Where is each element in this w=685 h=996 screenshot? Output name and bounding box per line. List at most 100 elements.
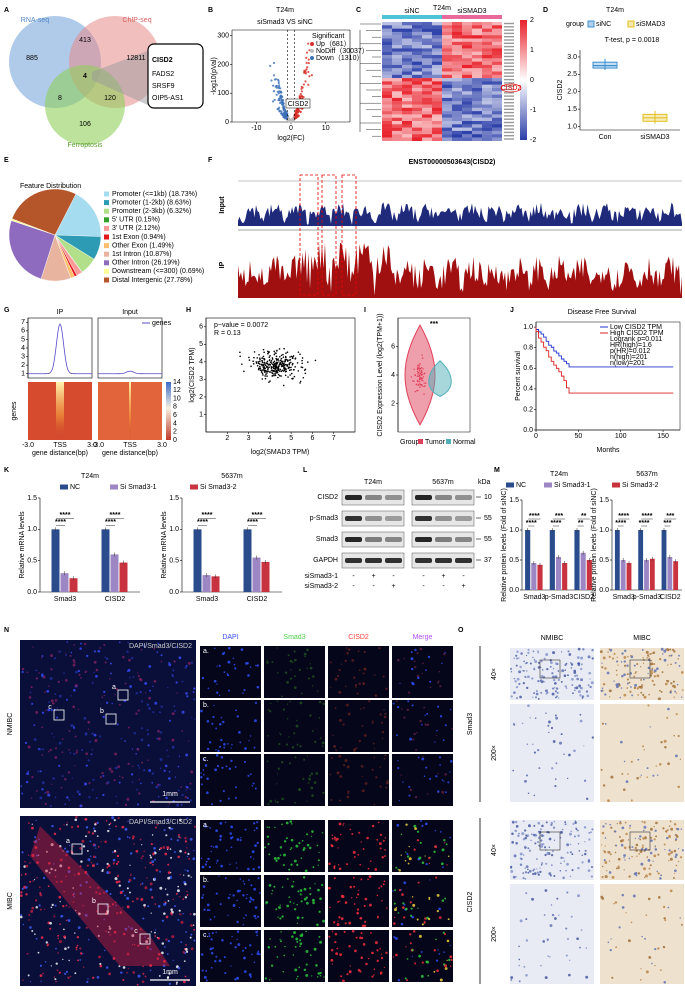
speckle <box>215 845 218 849</box>
speckle <box>206 909 209 912</box>
speckle <box>358 682 361 685</box>
speckle <box>641 935 643 938</box>
speckle <box>353 885 356 888</box>
speckle <box>416 652 419 655</box>
speckle <box>186 695 189 698</box>
speckle <box>79 884 82 887</box>
point <box>253 351 256 353</box>
speckle <box>82 845 86 848</box>
speckle <box>570 662 572 664</box>
heat-cell <box>382 111 392 115</box>
speckle <box>613 902 615 905</box>
speckle <box>551 767 554 770</box>
speckle <box>98 892 102 896</box>
speckle <box>157 905 161 908</box>
x-tick-label: Con <box>599 134 612 141</box>
heat-cell <box>432 81 442 85</box>
speckle <box>210 938 213 941</box>
speckle <box>146 877 148 879</box>
gene-label <box>504 131 514 134</box>
point <box>277 81 280 85</box>
speckle <box>659 689 661 692</box>
speckle <box>190 876 192 878</box>
speckle <box>77 926 81 930</box>
speckle <box>137 709 140 712</box>
heat-cell <box>482 74 492 79</box>
y-tick-label: 0.5 <box>509 557 519 564</box>
speckle <box>245 897 248 900</box>
profile-line <box>28 323 92 375</box>
speckle <box>395 700 398 703</box>
point <box>263 361 266 364</box>
speckle <box>428 857 431 860</box>
venn-count: 8 <box>58 95 62 102</box>
speckle <box>236 715 239 718</box>
speckle <box>425 863 428 866</box>
speckle <box>24 873 27 876</box>
zoom-label: c <box>134 928 138 935</box>
venn-count: 413 <box>79 37 91 44</box>
speckle <box>421 923 424 926</box>
heat-cell <box>392 25 402 29</box>
speckle <box>84 817 88 821</box>
speckle <box>549 956 551 958</box>
speckle <box>441 779 444 781</box>
speckle <box>645 914 648 916</box>
speckle <box>222 789 225 793</box>
speckle <box>200 776 203 779</box>
speckle <box>279 732 281 734</box>
speckle <box>309 892 312 896</box>
speckle <box>601 875 604 879</box>
speckle <box>230 747 232 749</box>
speckle <box>384 855 386 857</box>
colorbar-tick: 8 <box>173 404 177 411</box>
point <box>261 364 264 367</box>
legend-label: Other Intron (26.19%) <box>112 260 180 267</box>
speckle <box>50 668 53 671</box>
speckle <box>615 844 618 847</box>
speckle <box>646 776 649 778</box>
speckle <box>201 969 204 972</box>
speckle <box>247 774 250 777</box>
heat-cell <box>402 51 412 56</box>
speckle <box>144 886 148 890</box>
heat-cell <box>482 127 492 132</box>
speckle <box>300 692 303 695</box>
point <box>284 359 286 362</box>
heat-cell <box>462 45 472 49</box>
speckle <box>84 913 88 917</box>
speckle <box>675 864 678 867</box>
speckle <box>126 836 129 838</box>
speckle <box>54 978 57 981</box>
point <box>284 355 287 358</box>
speckle <box>413 824 417 828</box>
speckle <box>31 826 34 830</box>
speckle <box>425 766 428 769</box>
speckle <box>621 674 624 678</box>
heat-cell <box>412 94 422 99</box>
panel-letter: K <box>4 467 9 474</box>
point <box>282 356 285 358</box>
speckle <box>556 897 559 900</box>
point <box>280 370 283 373</box>
speckle <box>345 863 349 866</box>
speckle <box>132 837 134 840</box>
heat-cell <box>382 28 392 33</box>
speckle <box>218 664 221 667</box>
speckle <box>581 854 583 857</box>
speckle <box>78 793 81 796</box>
speckle <box>381 855 384 859</box>
speckle <box>41 781 45 785</box>
point <box>270 366 273 368</box>
speckle <box>649 726 651 728</box>
heat-cell <box>482 124 492 128</box>
speckle <box>149 882 153 886</box>
speckle <box>190 933 193 936</box>
speckle <box>78 708 80 710</box>
legend-label: High CISD2 TPM <box>610 330 664 337</box>
speckle <box>360 956 363 960</box>
row-label: Smad3 <box>316 536 338 543</box>
speckle <box>289 700 292 703</box>
heat-cell <box>422 58 432 62</box>
speckle <box>584 841 586 843</box>
